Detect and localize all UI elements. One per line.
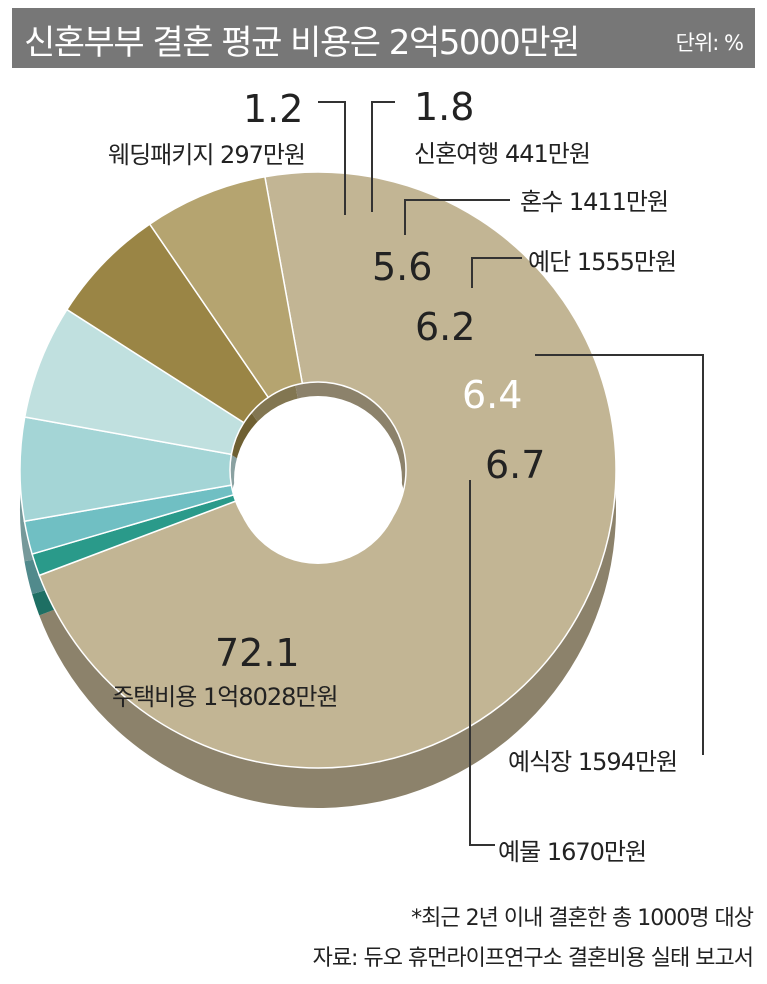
name-wedding-package: 웨딩패키지 297만원	[108, 141, 305, 169]
leader-line-5	[469, 480, 495, 846]
slice-6	[148, 175, 304, 399]
source-note: 자료: 듀오 휴먼라이프연구소 결혼비용 실태 보고서	[312, 946, 754, 971]
unit-label: 단위: %	[675, 31, 744, 55]
leader-line-1	[371, 101, 395, 212]
name-housing: 주택비용 1억8028만원	[112, 683, 338, 711]
name-gifts: 예단 1555만원	[528, 248, 676, 276]
name-honeymoon: 신혼여행 441만원	[414, 140, 590, 168]
name-wedding-package-label: 웨딩패키지	[108, 141, 213, 169]
donut-chart: 72.1 주택비용 1억8028만원 1.2 웨딩패키지 297만원 1.8 신…	[19, 85, 704, 866]
name-gifts-label: 예단	[528, 248, 571, 276]
chart-title: 신혼부부 결혼 평균 비용은 2억5000만원	[24, 23, 580, 63]
footnote: *최근 2년 이내 결혼한 총 1000명 대상	[411, 906, 754, 931]
amount-jewelry: 1670만원	[547, 838, 646, 866]
pct-gifts: 6.2	[415, 305, 475, 349]
pct-wedding-package: 1.2	[243, 87, 303, 131]
slice-0	[38, 171, 617, 769]
name-venue: 예식장 1594만원	[508, 748, 677, 776]
title-bar: 신혼부부 결혼 평균 비용은 2억5000만원 단위: %	[12, 8, 755, 68]
amount-venue: 1594만원	[578, 748, 677, 776]
pct-appliances: 5.6	[372, 245, 432, 289]
pct-jewelry: 6.7	[485, 443, 545, 487]
name-jewelry: 예물 1670만원	[498, 838, 646, 866]
donut-slices	[19, 171, 617, 769]
amount-housing: 1억8028만원	[203, 683, 338, 711]
pct-housing: 72.1	[215, 631, 300, 675]
amount-appliances: 1411만원	[569, 188, 668, 216]
amount-wedding-package: 297만원	[220, 141, 305, 169]
donut-hole	[234, 396, 402, 564]
name-appliances: 혼수 1411만원	[520, 188, 668, 216]
amount-gifts: 1555만원	[577, 248, 676, 276]
name-appliances-label: 혼수	[520, 188, 562, 216]
leader-line-0	[318, 101, 346, 215]
name-housing-label: 주택비용	[112, 683, 196, 711]
leader-line-4	[535, 354, 704, 755]
leader-line-2	[404, 199, 510, 235]
amount-honeymoon: 441만원	[505, 140, 590, 168]
name-jewelry-label: 예물	[498, 838, 540, 866]
slice-labels: 72.1 주택비용 1억8028만원 1.2 웨딩패키지 297만원 1.8 신…	[108, 85, 678, 866]
pct-honeymoon: 1.8	[414, 85, 474, 129]
leader-line-3	[471, 257, 522, 288]
name-venue-label: 예식장	[508, 748, 572, 776]
name-honeymoon-label: 신혼여행	[414, 140, 498, 168]
pct-venue: 6.4	[462, 373, 522, 417]
leader-lines	[318, 101, 704, 846]
